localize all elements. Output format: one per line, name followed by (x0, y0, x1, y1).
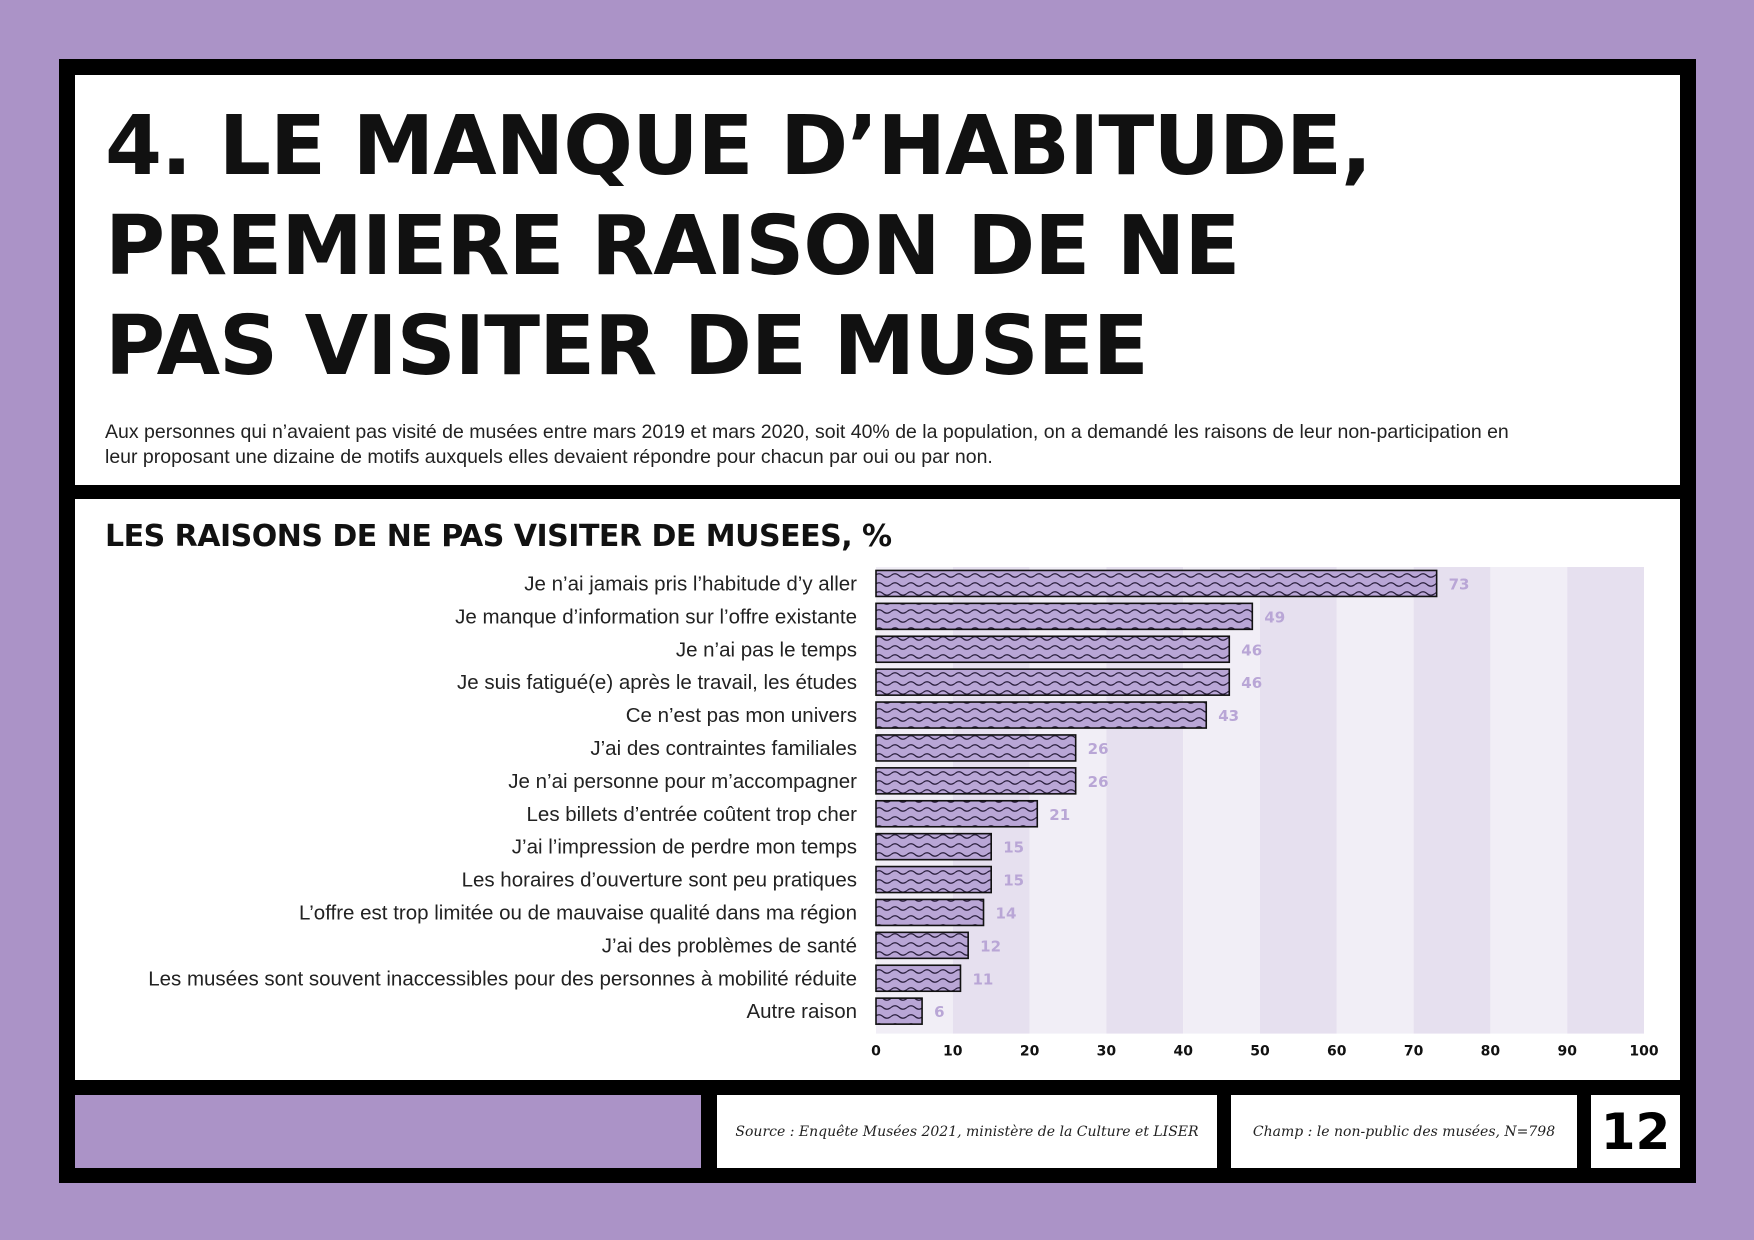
bar (875, 734, 1077, 762)
category-label: Je n’ai personne pour m’accompagner (508, 770, 857, 793)
grid-band (1490, 567, 1568, 1034)
bar (875, 898, 985, 927)
category-label: Je n’ai pas le temps (676, 638, 857, 661)
x-tick-label: 20 (1020, 1044, 1040, 1060)
value-label: 26 (1088, 773, 1109, 791)
value-label: 43 (1218, 707, 1239, 725)
category-label: J’ai des problèmes de santé (602, 934, 857, 957)
source-note: Source : Enquête Musées 2021, ministère … (717, 1095, 1217, 1168)
footer-color-block (75, 1095, 701, 1168)
bar (875, 931, 969, 960)
category-label: Les horaires d’ouverture sont peu pratiq… (462, 869, 857, 892)
category-label: L’offre est trop limitée ou de mauvaise … (299, 901, 857, 924)
page-title: 4. LE MANQUE D’HABITUDE, PREMIERE RAISON… (105, 99, 1372, 394)
value-label: 46 (1241, 641, 1262, 659)
chart-panel: LES RAISONS DE NE PAS VISITER DE MUSEES,… (75, 499, 1680, 1080)
value-label: 12 (980, 937, 1001, 955)
bar (875, 701, 1208, 729)
grid-band (1336, 567, 1414, 1034)
bar (875, 602, 1254, 631)
category-label: Autre raison (746, 1000, 857, 1023)
value-label: 11 (972, 970, 993, 988)
bar (875, 832, 992, 861)
value-label: 46 (1241, 674, 1262, 692)
value-label: 73 (1449, 575, 1470, 593)
category-label: J’ai des contraintes familiales (590, 737, 857, 760)
bar (875, 668, 1231, 696)
bar (875, 964, 962, 993)
category-label: J’ai l’impression de perdre mon temps (512, 836, 857, 859)
bar (875, 767, 1077, 795)
grid-band (1260, 567, 1337, 1034)
x-tick-label: 0 (871, 1044, 881, 1060)
x-tick-label: 90 (1557, 1044, 1577, 1060)
value-label: 21 (1049, 806, 1070, 824)
value-label: 15 (1003, 872, 1024, 890)
grid-band (1413, 567, 1491, 1034)
x-tick-label: 40 (1173, 1044, 1193, 1060)
value-label: 49 (1264, 608, 1285, 626)
category-label: Je n’ai jamais pris l’habitude d’y aller (524, 572, 857, 595)
scope-note: Champ : le non-public des musées, N=798 (1231, 1095, 1577, 1168)
x-tick-label: 80 (1481, 1044, 1501, 1060)
bar (875, 635, 1231, 664)
bar (875, 997, 923, 1025)
category-label: Ce n’est pas mon univers (626, 704, 857, 727)
x-tick-label: 70 (1404, 1044, 1424, 1060)
category-label: Les billets d’entrée coûtent trop cher (527, 803, 858, 826)
x-tick-label: 60 (1327, 1044, 1347, 1060)
chart-title: LES RAISONS DE NE PAS VISITER DE MUSEES,… (105, 519, 892, 554)
x-tick-label: 50 (1250, 1044, 1270, 1060)
grid-band (1567, 567, 1644, 1034)
category-label: Je suis fatigué(e) après le travail, les… (457, 671, 857, 694)
value-label: 15 (1003, 839, 1024, 857)
value-label: 6 (934, 1003, 944, 1021)
bar-chart: Je n’ai jamais pris l’habitude d’y aller… (148, 567, 1659, 1060)
bar (875, 569, 1438, 598)
title-panel: 4. LE MANQUE D’HABITUDE, PREMIERE RAISON… (75, 75, 1680, 485)
x-tick-label: 30 (1097, 1044, 1117, 1060)
value-label: 26 (1088, 740, 1109, 758)
x-tick-label: 100 (1629, 1044, 1658, 1060)
category-label: Je manque d’information sur l’offre exis… (455, 605, 857, 628)
value-label: 14 (996, 904, 1017, 922)
category-label: Les musées sont souvent inaccessibles po… (148, 967, 857, 990)
bar (875, 865, 992, 894)
x-tick-label: 10 (943, 1044, 963, 1060)
intro-text: Aux personnes qui n’avaient pas visité d… (105, 421, 1509, 468)
bar (875, 799, 1039, 828)
page-number: 12 (1591, 1095, 1680, 1168)
